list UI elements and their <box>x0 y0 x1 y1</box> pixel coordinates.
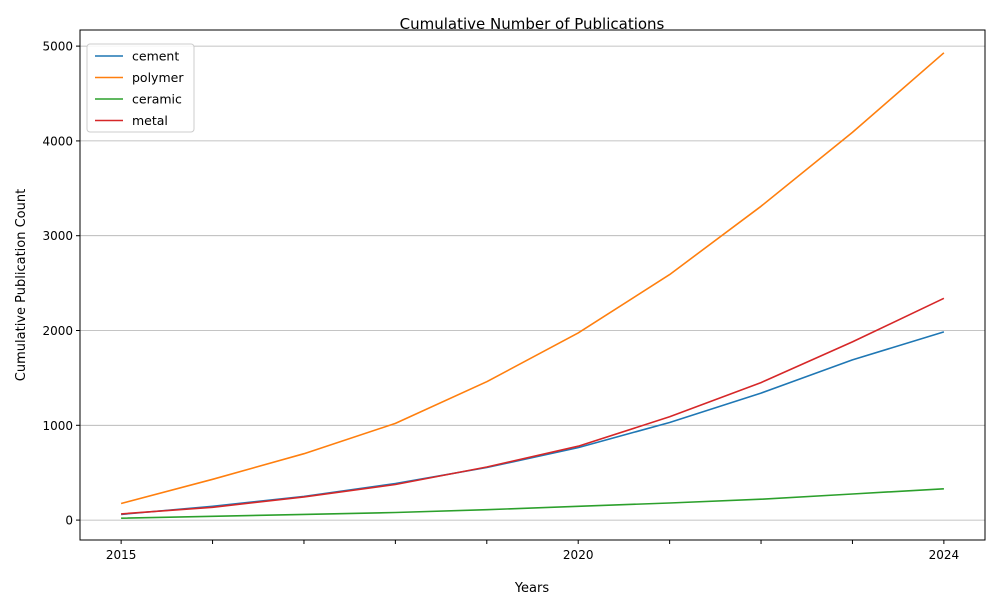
legend-label: metal <box>132 113 168 128</box>
y-tick-label: 3000 <box>42 229 73 243</box>
grid-lines <box>80 45 985 521</box>
y-tick-label: 1000 <box>42 419 73 433</box>
y-tick-label: 5000 <box>42 40 73 54</box>
y-axis-label: Cumulative Publication Count <box>14 189 29 381</box>
y-tick-label: 2000 <box>42 324 73 338</box>
legend: cement polymer ceramic metal <box>86 43 195 133</box>
y-tick-label: 4000 <box>42 134 73 148</box>
series-line-cement <box>121 331 945 516</box>
y-axis: 0 1000 2000 3000 4000 5000 <box>42 40 80 528</box>
y-tick-label: 0 <box>65 514 73 528</box>
legend-label: polymer <box>132 70 184 85</box>
x-axis-label: Years <box>514 581 550 596</box>
chart-title: Cumulative Number of Publications <box>400 15 665 33</box>
series-lines <box>120 52 945 519</box>
series-line-polymer <box>120 52 945 505</box>
series-line-metal <box>121 297 945 515</box>
legend-box <box>86 43 195 133</box>
x-axis: 2015 2020 2024 <box>106 540 959 562</box>
legend-label: cement <box>132 49 179 64</box>
x-tick-label: 2015 <box>106 548 137 562</box>
legend-label: ceramic <box>132 92 182 107</box>
series-line-ceramic <box>121 488 944 519</box>
x-tick-label: 2024 <box>929 548 960 562</box>
x-tick-label: 2020 <box>563 548 594 562</box>
plot-frame <box>79 29 986 541</box>
